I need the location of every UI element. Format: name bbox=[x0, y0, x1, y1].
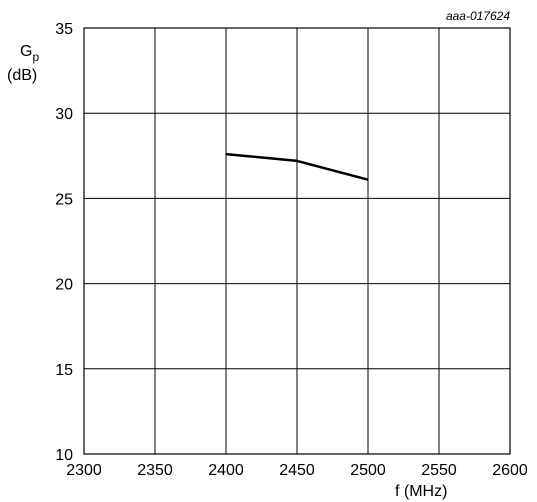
x-tick-label: 2500 bbox=[350, 462, 386, 479]
x-tick-label: 2550 bbox=[421, 462, 457, 479]
data-point bbox=[296, 160, 298, 162]
x-tick-label: 2350 bbox=[137, 462, 173, 479]
x-tick-label: 2600 bbox=[492, 462, 528, 479]
y-tick-label: 35 bbox=[55, 21, 73, 38]
y-tick-label: 25 bbox=[55, 191, 73, 208]
chart-series-group bbox=[225, 152, 369, 181]
y-axis-label: Gp bbox=[20, 43, 39, 64]
y-tick-label: 10 bbox=[55, 447, 73, 464]
y-tick-label: 30 bbox=[55, 106, 73, 123]
x-tick-label: 2300 bbox=[66, 462, 102, 479]
y-tick-label: 20 bbox=[55, 277, 73, 294]
y-tick-labels: 10 15 20 25 30 35 bbox=[55, 21, 73, 464]
x-tick-labels: 2300 2350 2400 2450 2500 2550 2600 bbox=[66, 462, 528, 479]
plot-frame bbox=[83, 27, 511, 455]
x-tick-label: 2400 bbox=[208, 462, 244, 479]
data-point bbox=[225, 153, 227, 155]
data-point bbox=[367, 179, 369, 181]
x-tick-label: 2450 bbox=[279, 462, 315, 479]
x-axis-label: f (MHz) bbox=[395, 483, 447, 500]
y-axis-label-subscript: p bbox=[32, 50, 39, 64]
figure-id: aaa-017624 bbox=[446, 9, 510, 23]
chart-grid bbox=[83, 27, 511, 455]
y-tick-label: 15 bbox=[55, 362, 73, 379]
y-axis-unit: (dB) bbox=[7, 67, 37, 84]
y-axis-label-main: G bbox=[20, 43, 32, 60]
